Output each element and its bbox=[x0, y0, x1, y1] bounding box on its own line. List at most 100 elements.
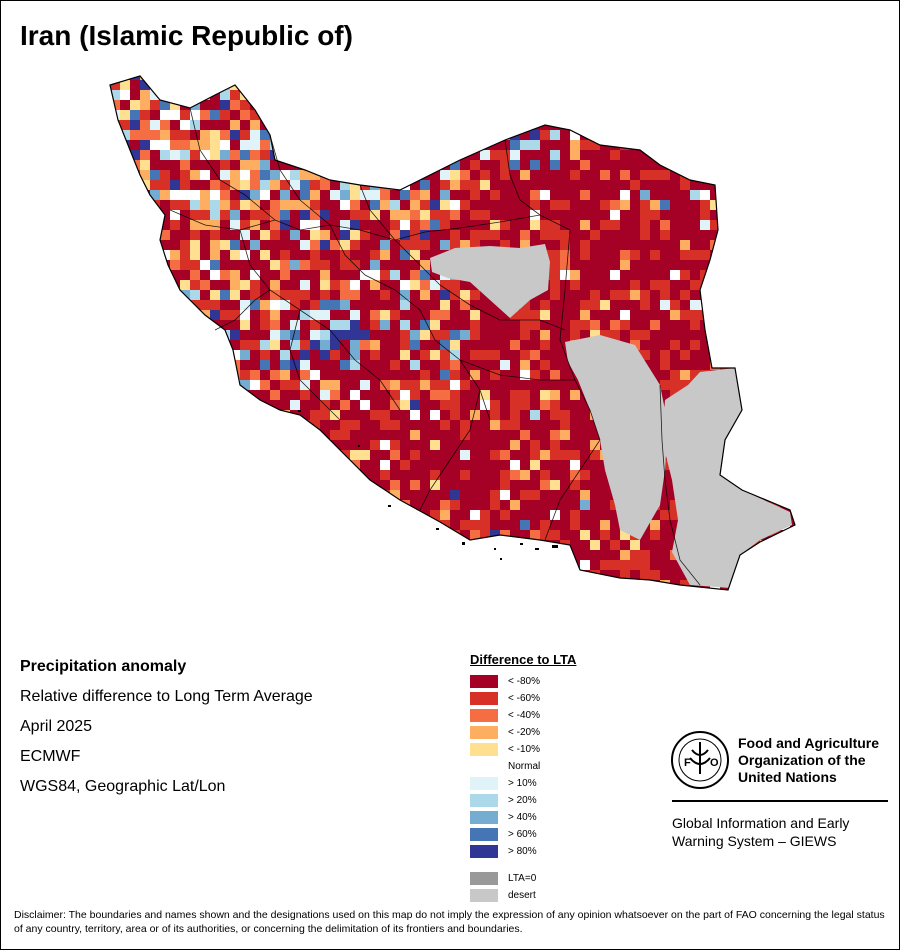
anomaly-cell bbox=[650, 370, 660, 380]
anomaly-cell bbox=[730, 430, 740, 440]
anomaly-cell bbox=[660, 140, 670, 150]
anomaly-cell bbox=[560, 100, 570, 110]
anomaly-cell bbox=[580, 130, 590, 140]
anomaly-cell bbox=[520, 320, 530, 330]
anomaly-cell bbox=[130, 540, 140, 550]
anomaly-cell bbox=[260, 450, 270, 460]
anomaly-cell bbox=[220, 270, 230, 280]
anomaly-cell bbox=[160, 440, 170, 450]
anomaly-cell bbox=[450, 320, 460, 330]
anomaly-cell bbox=[140, 230, 150, 240]
anomaly-cell bbox=[400, 150, 410, 160]
anomaly-cell bbox=[250, 160, 260, 170]
anomaly-cell bbox=[430, 220, 440, 230]
anomaly-cell bbox=[340, 340, 350, 350]
anomaly-cell bbox=[120, 450, 130, 460]
anomaly-cell bbox=[410, 80, 420, 90]
anomaly-cell bbox=[110, 130, 120, 140]
anomaly-cell bbox=[550, 480, 560, 490]
anomaly-cell bbox=[400, 320, 410, 330]
anomaly-cell bbox=[560, 520, 570, 530]
anomaly-cell bbox=[620, 200, 630, 210]
anomaly-cell bbox=[600, 230, 610, 240]
anomaly-cell bbox=[600, 110, 610, 120]
legend-label: < -60% bbox=[508, 693, 540, 704]
anomaly-cell bbox=[560, 130, 570, 140]
anomaly-cell bbox=[660, 320, 670, 330]
anomaly-cell bbox=[390, 280, 400, 290]
anomaly-cell bbox=[610, 270, 620, 280]
anomaly-cell bbox=[250, 270, 260, 280]
anomaly-cell bbox=[110, 190, 120, 200]
legend-label: > 10% bbox=[508, 778, 537, 789]
anomaly-cell bbox=[180, 300, 190, 310]
anomaly-cell bbox=[540, 510, 550, 520]
anomaly-cell bbox=[120, 580, 130, 590]
anomaly-cell bbox=[750, 300, 760, 310]
anomaly-cell bbox=[670, 190, 680, 200]
anomaly-cell bbox=[380, 480, 390, 490]
anomaly-cell bbox=[700, 80, 710, 90]
anomaly-cell bbox=[790, 290, 795, 300]
anomaly-cell bbox=[610, 540, 620, 550]
anomaly-cell bbox=[100, 370, 110, 380]
anomaly-cell bbox=[790, 430, 795, 440]
anomaly-cell bbox=[170, 310, 180, 320]
anomaly-cell bbox=[780, 340, 790, 350]
anomaly-cell bbox=[380, 570, 390, 580]
anomaly-cell bbox=[740, 110, 750, 120]
anomaly-cell bbox=[630, 260, 640, 270]
anomaly-cell bbox=[630, 80, 640, 90]
legend-item: > 80% bbox=[470, 843, 576, 860]
anomaly-cell bbox=[200, 150, 210, 160]
anomaly-cell bbox=[630, 330, 640, 340]
svg-text:O: O bbox=[710, 757, 719, 769]
anomaly-cell bbox=[670, 310, 680, 320]
anomaly-cell bbox=[780, 430, 790, 440]
anomaly-cell bbox=[760, 360, 770, 370]
anomaly-cell bbox=[580, 260, 590, 270]
anomaly-cell bbox=[120, 460, 130, 470]
anomaly-cell bbox=[750, 330, 760, 340]
anomaly-cell bbox=[560, 360, 570, 370]
anomaly-cell bbox=[480, 560, 490, 570]
anomaly-cell bbox=[190, 480, 200, 490]
anomaly-cell bbox=[140, 570, 150, 580]
anomaly-cell bbox=[280, 380, 290, 390]
anomaly-cell bbox=[550, 260, 560, 270]
anomaly-cell bbox=[180, 190, 190, 200]
anomaly-cell bbox=[440, 390, 450, 400]
anomaly-cell bbox=[260, 130, 270, 140]
anomaly-cell bbox=[110, 440, 120, 450]
anomaly-cell bbox=[350, 560, 360, 570]
anomaly-cell bbox=[240, 260, 250, 270]
anomaly-cell bbox=[210, 210, 220, 220]
anomaly-cell bbox=[270, 590, 280, 600]
anomaly-cell bbox=[350, 490, 360, 500]
anomaly-cell bbox=[700, 190, 710, 200]
anomaly-cell bbox=[490, 440, 500, 450]
anomaly-cell bbox=[770, 470, 780, 480]
anomaly-cell bbox=[660, 330, 670, 340]
anomaly-cell bbox=[420, 530, 430, 540]
anomaly-cell bbox=[430, 230, 440, 240]
anomaly-cell bbox=[490, 450, 500, 460]
anomaly-cell bbox=[730, 110, 740, 120]
anomaly-cell bbox=[420, 520, 430, 530]
anomaly-cell bbox=[480, 190, 490, 200]
anomaly-cell bbox=[350, 390, 360, 400]
anomaly-cell bbox=[100, 300, 110, 310]
anomaly-cell bbox=[360, 440, 370, 450]
anomaly-cell bbox=[620, 150, 630, 160]
anomaly-cell bbox=[110, 530, 120, 540]
anomaly-cell bbox=[630, 270, 640, 280]
anomaly-cell bbox=[380, 120, 390, 130]
anomaly-cell bbox=[640, 280, 650, 290]
anomaly-cell bbox=[340, 190, 350, 200]
anomaly-cell bbox=[640, 180, 650, 190]
anomaly-cell bbox=[790, 460, 795, 470]
anomaly-cell bbox=[350, 250, 360, 260]
anomaly-cell bbox=[550, 310, 560, 320]
anomaly-cell bbox=[670, 360, 680, 370]
anomaly-cell bbox=[730, 120, 740, 130]
